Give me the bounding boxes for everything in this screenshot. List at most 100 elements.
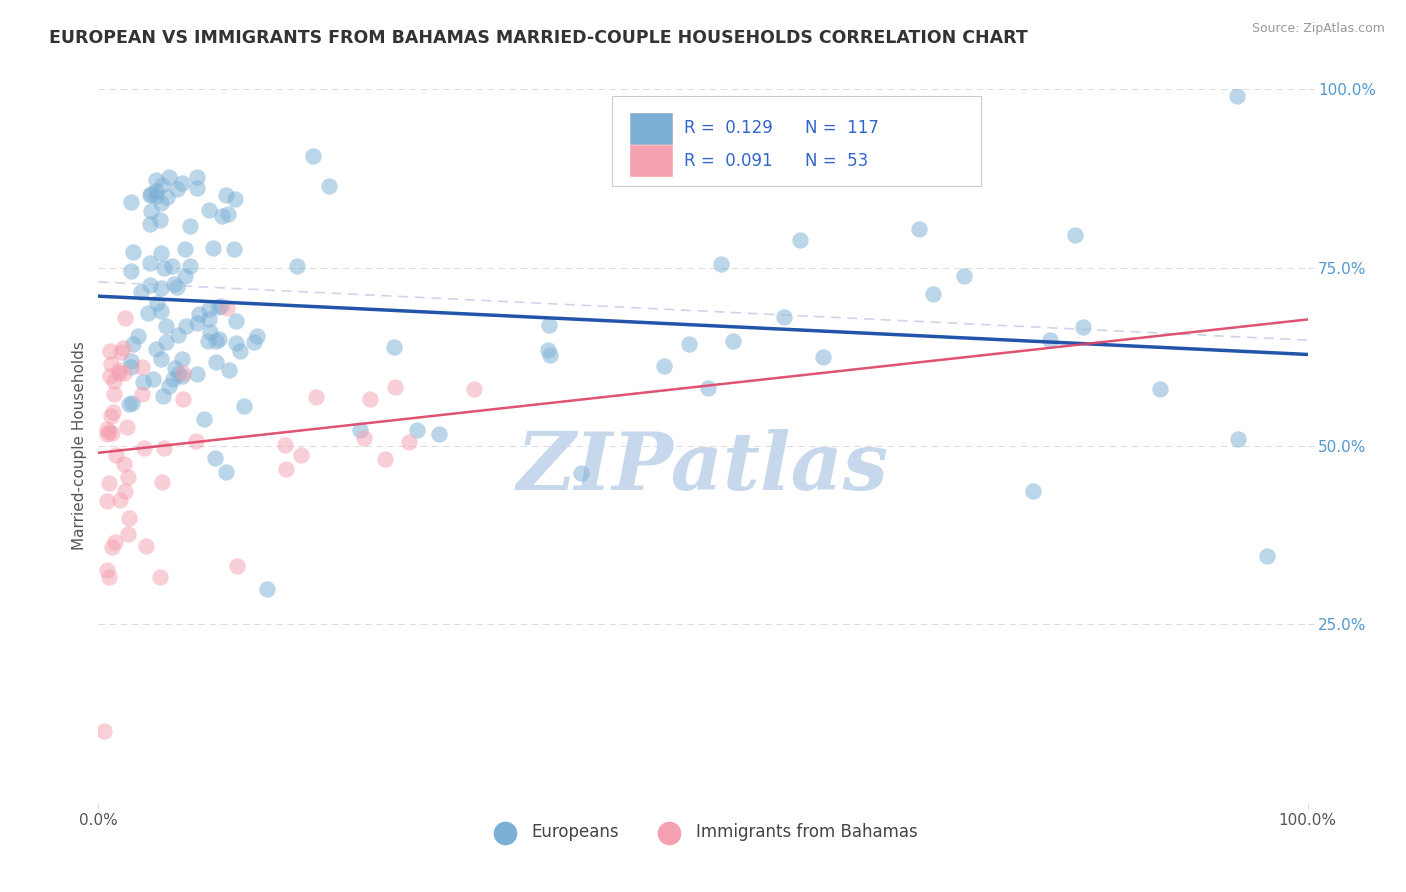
Legend: Europeans, Immigrants from Bahamas: Europeans, Immigrants from Bahamas [482, 817, 924, 848]
Point [710, 257, 733, 271]
Point [146, 296, 169, 310]
Point [163, 277, 186, 291]
Point [571, 466, 593, 480]
Point [789, 233, 811, 247]
Point [697, 381, 720, 395]
Point [157, 378, 180, 392]
Point [188, 307, 211, 321]
Point [150, 178, 173, 192]
Point [131, 387, 153, 401]
Point [103, 375, 125, 389]
Point [120, 354, 142, 368]
Point [274, 462, 297, 476]
Point [1226, 89, 1249, 103]
Point [170, 176, 193, 190]
Point [173, 242, 195, 256]
Point [153, 441, 176, 455]
Point [374, 452, 396, 467]
Point [1039, 333, 1062, 347]
Point [318, 179, 340, 194]
Point [652, 359, 675, 374]
Point [96, 426, 118, 441]
Point [117, 470, 139, 484]
Point [103, 387, 125, 401]
Y-axis label: Married-couple Households: Married-couple Households [72, 342, 87, 550]
Point [723, 334, 745, 349]
Point [186, 170, 208, 185]
Point [139, 218, 162, 232]
Point [139, 278, 162, 293]
Point [290, 448, 312, 462]
Text: R =  0.129: R = 0.129 [683, 120, 772, 137]
Point [167, 368, 190, 382]
Point [953, 269, 976, 284]
Point [211, 209, 233, 223]
Point [225, 336, 247, 351]
Text: R =  0.091: R = 0.091 [683, 152, 772, 169]
Point [225, 313, 247, 327]
Point [197, 301, 219, 316]
Point [197, 312, 219, 326]
Point [122, 336, 145, 351]
Point [131, 376, 153, 390]
Point [273, 438, 295, 452]
Point [1227, 432, 1250, 446]
Point [145, 189, 167, 203]
Point [98, 475, 121, 490]
Point [150, 303, 173, 318]
Point [243, 334, 266, 349]
Point [170, 352, 193, 367]
Point [678, 337, 700, 351]
Point [150, 196, 173, 211]
Point [166, 182, 188, 196]
Point [104, 534, 127, 549]
Point [218, 207, 240, 221]
Point [160, 259, 183, 273]
Point [131, 359, 153, 374]
Point [96, 422, 118, 436]
Point [118, 397, 141, 411]
Point [150, 281, 173, 295]
Point [120, 264, 142, 278]
Point [1022, 483, 1045, 498]
Point [127, 328, 149, 343]
Text: Source: ZipAtlas.com: Source: ZipAtlas.com [1251, 22, 1385, 36]
Text: N =  117: N = 117 [804, 120, 879, 137]
Point [215, 465, 238, 479]
Point [204, 451, 226, 466]
Point [149, 569, 172, 583]
Point [197, 334, 219, 348]
Point [100, 409, 122, 423]
Point [135, 539, 157, 553]
Point [121, 244, 143, 259]
Point [359, 392, 381, 407]
Point [353, 431, 375, 445]
Point [537, 343, 560, 357]
Point [162, 371, 184, 385]
Point [256, 582, 278, 596]
FancyBboxPatch shape [613, 96, 981, 186]
Point [152, 389, 174, 403]
Point [155, 334, 177, 349]
Point [118, 511, 141, 525]
Point [179, 219, 201, 233]
Point [1073, 320, 1095, 334]
Point [172, 366, 194, 380]
Point [112, 457, 135, 471]
Point [156, 189, 179, 203]
Point [108, 363, 131, 377]
Point [159, 169, 181, 184]
Point [305, 390, 328, 404]
Point [150, 475, 173, 489]
Point [302, 149, 325, 163]
Point [406, 423, 429, 437]
Point [186, 367, 208, 381]
Point [217, 301, 239, 315]
Point [209, 300, 232, 314]
Point [201, 241, 224, 255]
Point [200, 326, 222, 340]
Point [101, 405, 124, 419]
Point [104, 449, 127, 463]
Point [198, 203, 221, 218]
Point [114, 484, 136, 499]
